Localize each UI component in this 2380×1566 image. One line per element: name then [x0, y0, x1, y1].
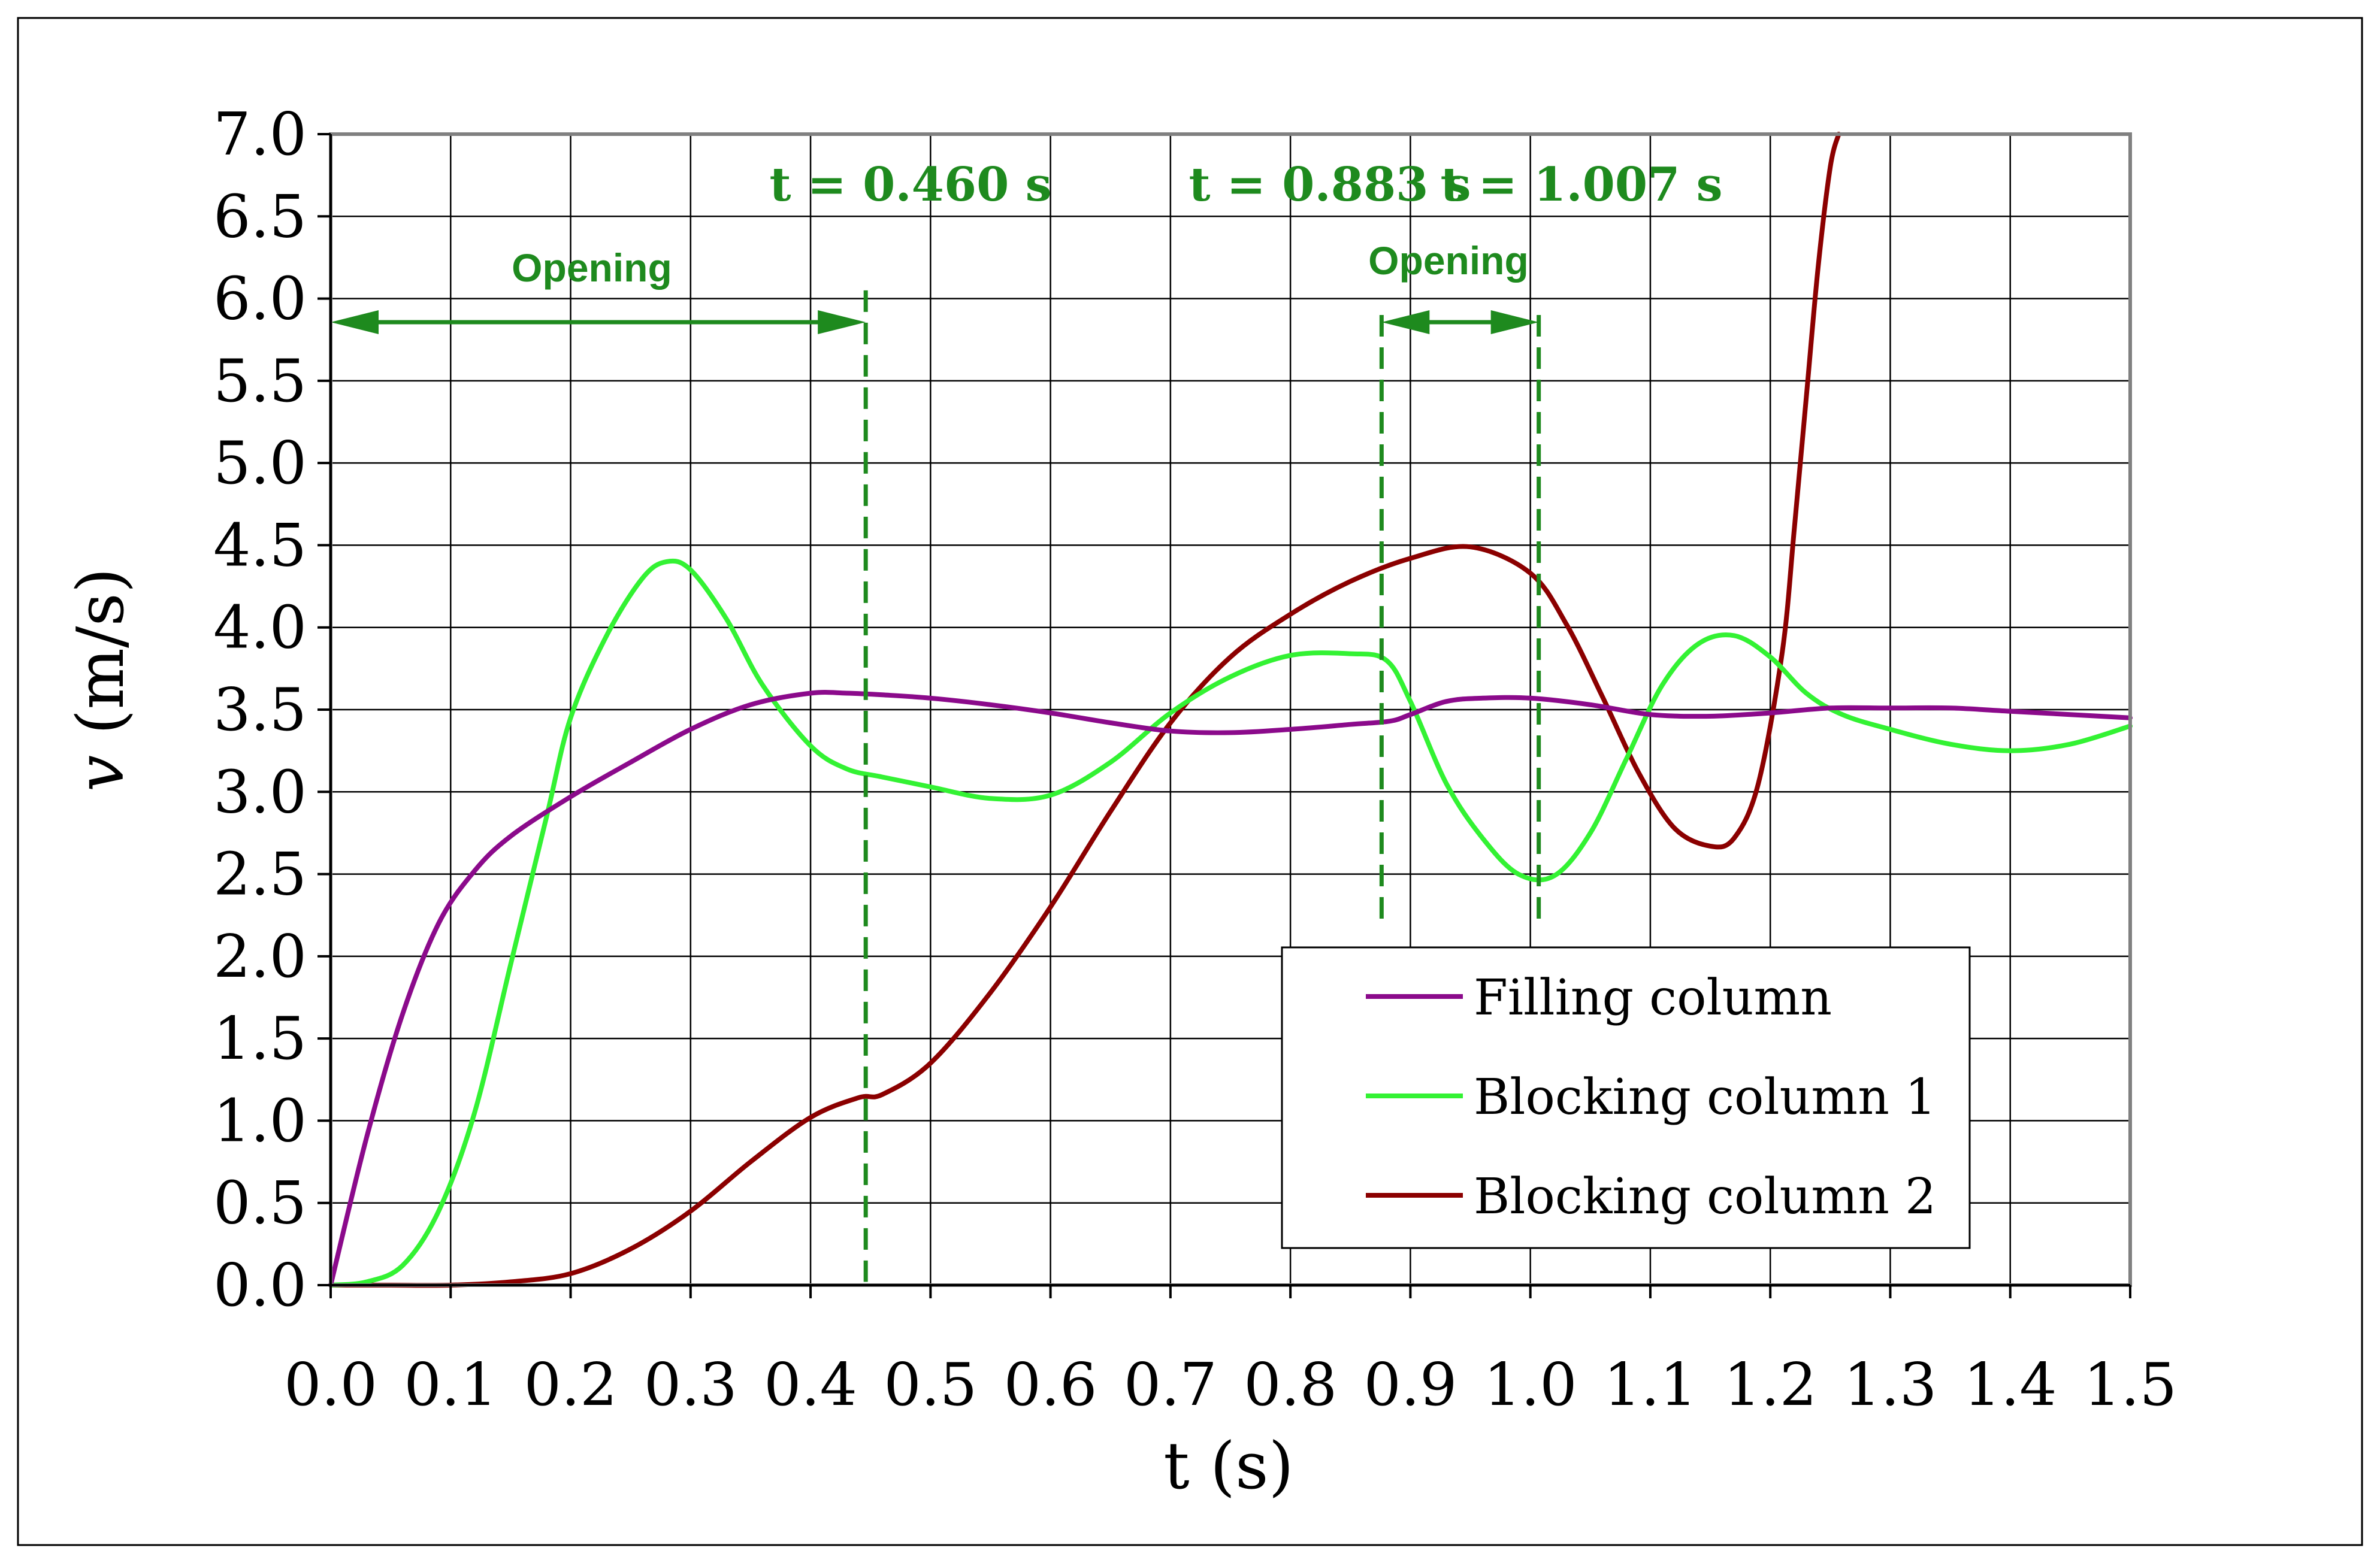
annotation-opening-2: Opening: [1368, 238, 1529, 283]
y-tick-label: 0.5: [213, 1170, 307, 1238]
annotation-t1: t = 0.460 s: [769, 157, 1051, 212]
y-tick-label: 2.5: [213, 841, 307, 909]
series-line-blocking-column-2: [328, 132, 1841, 1288]
y-tick-label: 6.0: [213, 265, 307, 334]
annotation-opening-1: Opening: [512, 246, 672, 290]
x-tick-label: 1.1: [1604, 1351, 1697, 1419]
y-tick-label: 3.5: [213, 676, 307, 744]
y-tick-label: 3.0: [213, 758, 307, 826]
y-axis-title-symbol: v: [63, 755, 138, 792]
annotation-layer: t = 0.460 s t = 0.883 st = 1.007 s Opening…: [331, 157, 1723, 1282]
x-tick-label: 0.7: [1124, 1351, 1217, 1419]
x-tick-label: 1.2: [1723, 1351, 1817, 1419]
legend-label-blocking-column-1: Blocking column 1: [1474, 1069, 1936, 1126]
series-line-filling-column: [328, 689, 2133, 1288]
opening-arrow-1-head-right: [818, 310, 866, 335]
annotation-t2: t = 0.883 s: [1189, 157, 1471, 212]
opening-arrow-1: [331, 310, 866, 335]
outer-frame: [17, 17, 2363, 1546]
y-tick-label: 5.0: [213, 429, 307, 498]
y-tick-label: 6.5: [213, 183, 307, 251]
legend-label-blocking-column-2: Blocking column 2: [1474, 1168, 1936, 1225]
series-layer: [328, 132, 2133, 1288]
series-line-blocking-column-1: [328, 558, 2133, 1288]
axes: 0.0 0.5 1.0 1.5 2.0 2.5 3.0 3.5 4.0 4.5 5.0 5.5 6.0 6…: [63, 101, 2177, 1504]
y-tick-label: 5.5: [213, 347, 307, 416]
x-tick-label: 0.8: [1244, 1351, 1337, 1419]
opening-arrow-2-head-right: [1490, 310, 1539, 335]
y-axis-title-unit: (m/s): [63, 568, 138, 755]
y-axis-title: v (m/s): [63, 568, 138, 792]
x-tick-label: 1.0: [1484, 1351, 1577, 1419]
y-tick-label: 7.0: [213, 101, 307, 169]
opening-arrow-2-head-left: [1381, 310, 1430, 335]
y-tick-label: 4.5: [213, 511, 307, 580]
x-tick-label: 0.2: [524, 1351, 618, 1419]
y-tick-label: 0.0: [213, 1252, 307, 1320]
opening-arrow-2: [1381, 310, 1539, 335]
x-tick-label: 1.4: [1964, 1351, 2057, 1419]
y-tick-label: 4.0: [213, 594, 307, 662]
x-axis-title: t (s): [1163, 1429, 1293, 1504]
x-tick-label: 0.0: [284, 1351, 377, 1419]
annotation-t3: t = 1.007 s: [1440, 157, 1722, 212]
y-tick-label: 2.0: [213, 923, 307, 991]
opening-arrow-1-head-left: [331, 310, 379, 335]
x-tick-label: 0.3: [644, 1351, 737, 1419]
legend-label-filling-column: Filling column: [1474, 970, 1832, 1026]
x-tick-label: 0.4: [764, 1351, 857, 1419]
x-tick-label: 0.6: [1004, 1351, 1097, 1419]
y-tick-label: 1.5: [213, 1005, 307, 1073]
x-tick-label: 0.5: [884, 1351, 977, 1419]
x-tick-label: 1.5: [2083, 1351, 2177, 1419]
y-tick-label: 1.0: [213, 1087, 307, 1155]
legend: Filling column Blocking column 1 Blocking …: [1281, 946, 1971, 1249]
x-tick-label: 1.3: [1844, 1351, 1937, 1419]
x-tick-label: 0.1: [404, 1351, 497, 1419]
x-tick-label: 0.9: [1363, 1351, 1457, 1419]
